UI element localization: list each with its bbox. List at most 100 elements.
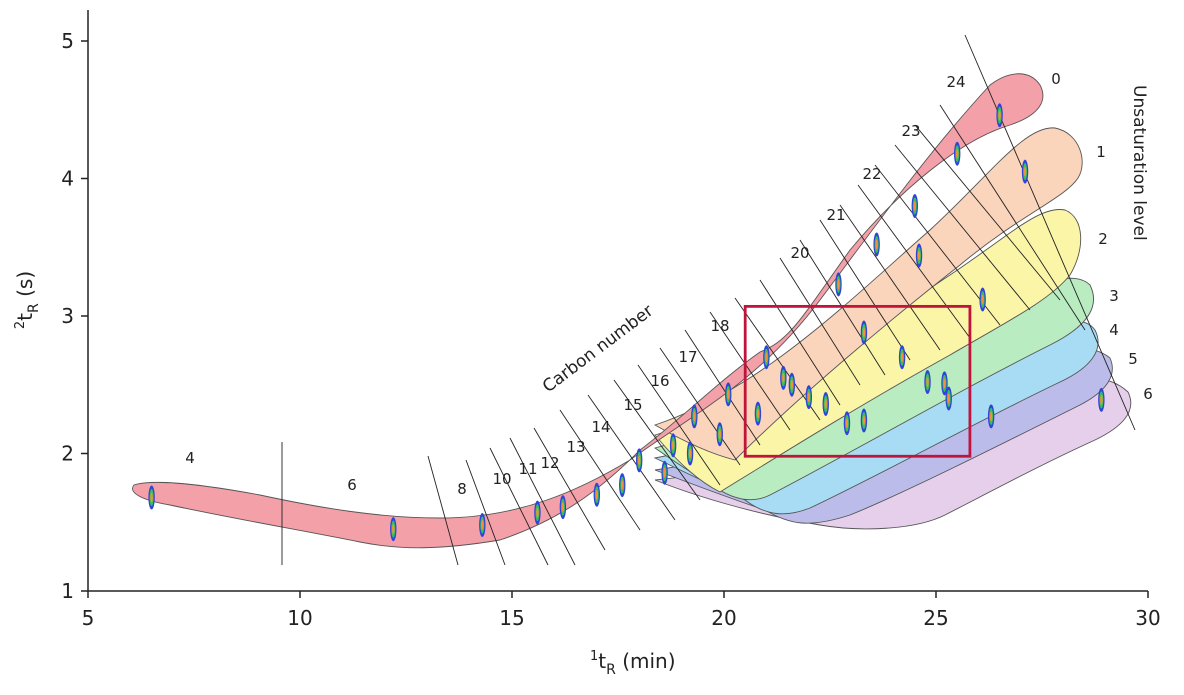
- carbon-number-11: 11: [518, 460, 537, 478]
- carbon-line-20: [874, 164, 1001, 326]
- carbon-line-1: [427, 455, 459, 566]
- carbon-number-14: 14: [591, 418, 610, 436]
- peak-core: [943, 378, 946, 389]
- peak-point-22: [860, 408, 868, 433]
- peak-point-10: [686, 441, 694, 466]
- peak-point-0: [148, 485, 155, 510]
- carbon-line-5: [533, 427, 606, 551]
- carbon-line-24: [964, 34, 1136, 431]
- carbon-number-lines: [281, 34, 1136, 566]
- peak-point-27: [915, 243, 923, 268]
- peak-point-14: [754, 401, 762, 426]
- peak-point-32: [979, 287, 986, 312]
- unsaturation-bands: [132, 73, 1132, 549]
- peak-point-19: [822, 392, 829, 416]
- peak-point-18: [805, 385, 812, 410]
- carbon-number-21: 21: [826, 206, 845, 224]
- peak-core: [765, 352, 768, 363]
- x-tick-label-5: 30: [1135, 606, 1160, 630]
- peak-core: [663, 467, 666, 478]
- carbon-number-4: 4: [185, 449, 195, 467]
- peak-core: [790, 379, 794, 390]
- x-title-sub: R: [606, 662, 616, 678]
- carbon-line-12: [709, 311, 791, 431]
- carbon-number-13: 13: [566, 438, 585, 456]
- peak-core: [688, 448, 692, 459]
- peak-point-33: [987, 404, 995, 429]
- peak-core: [900, 352, 904, 363]
- carbon-line-3: [489, 447, 549, 566]
- carbon-line-15: [779, 257, 861, 386]
- peak-point-36: [1098, 387, 1105, 412]
- carbon-number-12: 12: [540, 454, 559, 472]
- x-title-main: t: [598, 649, 606, 673]
- carbon-line-23: [939, 104, 1086, 331]
- x-tick-label-0: 5: [82, 606, 95, 630]
- carbon-line-18: [839, 204, 941, 351]
- peak-core: [1100, 394, 1103, 405]
- y-title-sup: 2: [13, 321, 28, 329]
- peak-core: [561, 502, 565, 513]
- unsaturation-title: Unsaturation level: [1129, 85, 1149, 241]
- peak-core: [989, 411, 993, 422]
- peak-point-7: [636, 448, 643, 473]
- peak-core: [998, 110, 1001, 121]
- peak-core: [392, 524, 395, 535]
- peak-core: [595, 489, 598, 500]
- peak-core: [862, 327, 866, 338]
- peak-core: [862, 415, 866, 426]
- unsaturation-level-6: 6: [1143, 385, 1153, 403]
- unsaturation-level-0: 0: [1051, 70, 1061, 88]
- peak-points: [148, 103, 1105, 542]
- carbon-line-22: [914, 124, 1061, 301]
- carbon-number-17: 17: [678, 348, 697, 366]
- carbon-line-2: [465, 459, 506, 566]
- peak-core: [875, 239, 878, 250]
- y-tick-label-4: 5: [61, 29, 74, 53]
- highlight-box: [743, 304, 972, 458]
- peak-point-8: [661, 460, 668, 485]
- carbon-number-15: 15: [623, 396, 642, 414]
- peak-point-6: [619, 473, 626, 498]
- peak-core: [756, 408, 760, 419]
- peak-point-28: [924, 370, 931, 394]
- band-level-0: [132, 73, 1044, 549]
- peak-point-31: [954, 141, 961, 166]
- y-tick-label-2: 3: [61, 304, 74, 328]
- peak-core: [845, 418, 849, 429]
- y-title-main: t: [13, 313, 37, 321]
- x-title-unit: (min): [616, 649, 676, 673]
- peak-core: [926, 377, 929, 387]
- carbon-line-19: [857, 184, 971, 339]
- x-tick-label-4: 25: [923, 606, 948, 630]
- peak-core: [693, 411, 696, 422]
- peak-core: [638, 455, 641, 466]
- peak-core: [150, 492, 153, 503]
- peak-core: [913, 201, 916, 211]
- peak-point-3: [534, 500, 541, 525]
- peak-point-11: [691, 404, 698, 429]
- peak-point-16: [780, 365, 787, 390]
- carbon-line-6: [559, 409, 641, 531]
- x-tick-label-3: 20: [711, 606, 736, 630]
- carbon-line-14: [759, 279, 841, 406]
- peak-point-4: [559, 495, 567, 520]
- carbon-line-9: [637, 364, 721, 486]
- peak-point-17: [788, 372, 796, 397]
- x-tick-label-2: 15: [499, 606, 524, 630]
- carbon-number-8: 8: [457, 480, 467, 498]
- y-tick-label-0: 1: [61, 579, 74, 603]
- unsaturation-level-3: 3: [1109, 287, 1119, 305]
- peak-core: [807, 392, 810, 403]
- carbon-line-8: [613, 379, 701, 501]
- peak-core: [1023, 166, 1027, 177]
- carbon-line-21: [894, 144, 1031, 311]
- peak-point-12: [716, 422, 723, 447]
- carbon-line-4: [509, 437, 576, 566]
- peak-point-30: [945, 386, 952, 411]
- carbon-number-title: Carbon number: [539, 301, 657, 397]
- unsaturation-level-4: 4: [1109, 321, 1119, 339]
- carbon-number-10: 10: [492, 470, 511, 488]
- carbon-line-10: [659, 347, 741, 466]
